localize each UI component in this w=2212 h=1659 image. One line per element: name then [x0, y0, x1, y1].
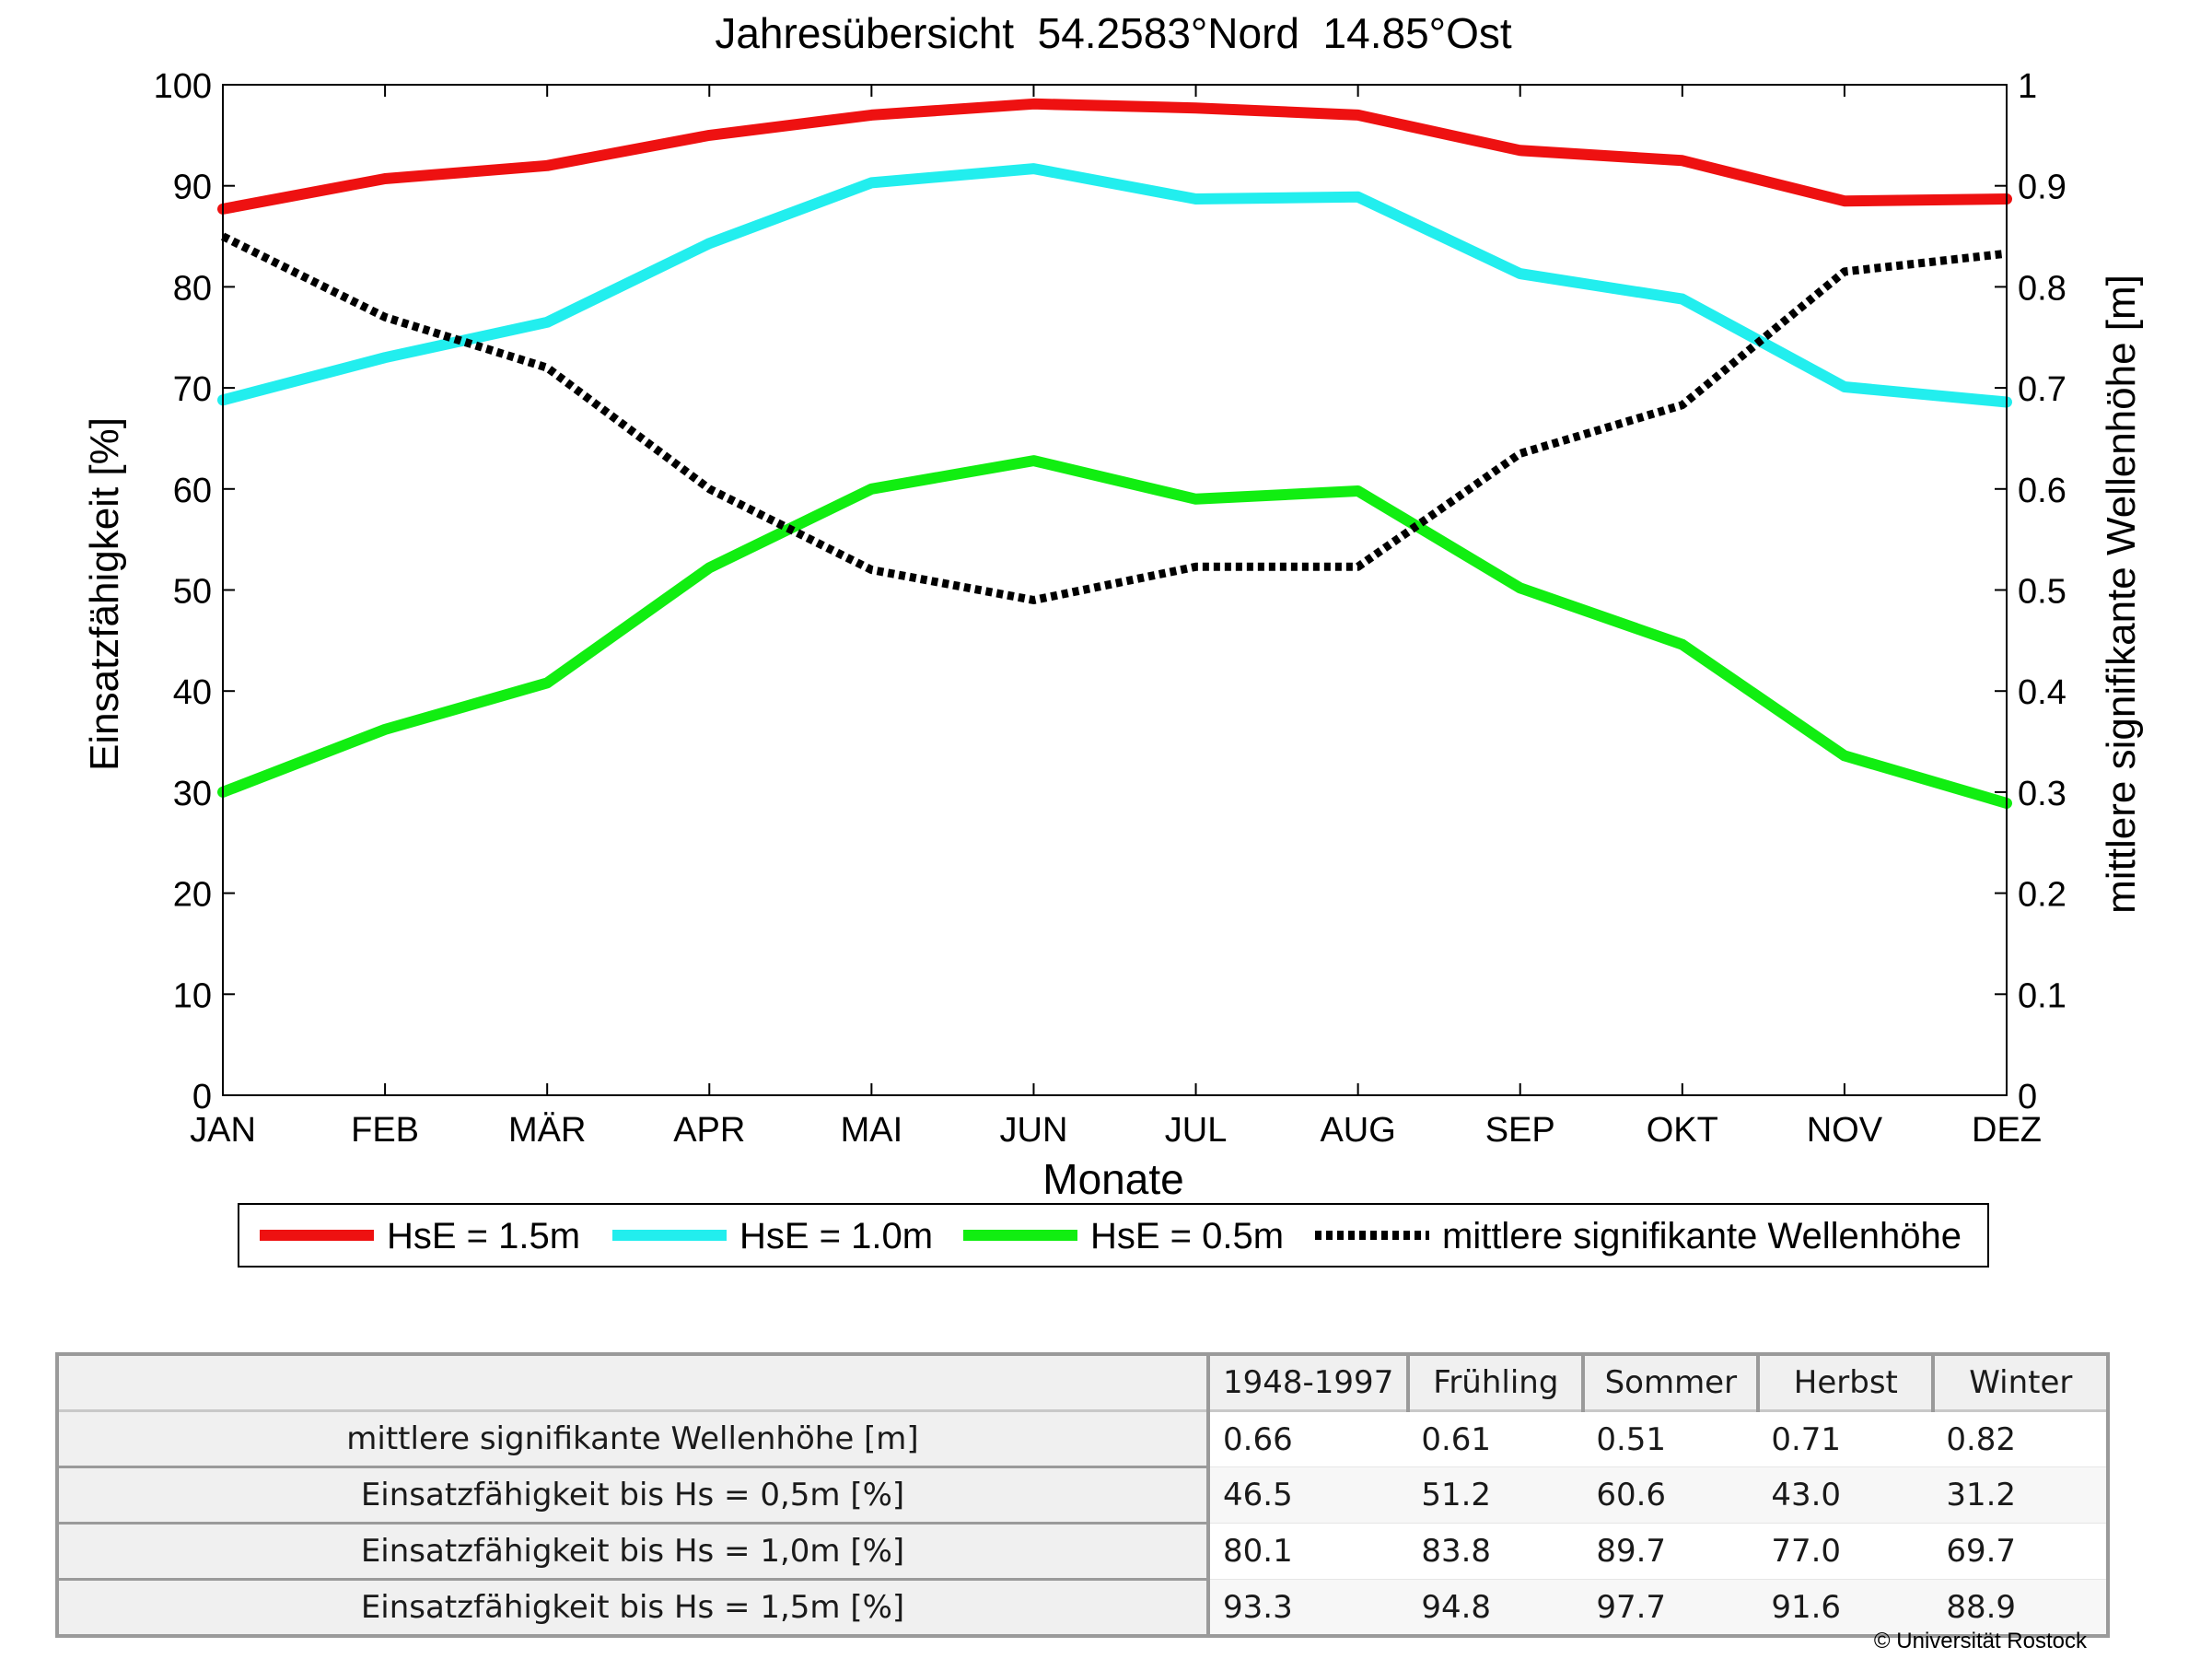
- legend-label: HsE = 1.0m: [739, 1216, 933, 1256]
- table-cell: 0.71: [1758, 1410, 1934, 1467]
- table-cell: 60.6: [1583, 1466, 1759, 1524]
- table-row: Einsatzfähigkeit bis Hs = 1,5m [%] 93.3 …: [57, 1578, 2109, 1636]
- table-cell: 43.0: [1758, 1466, 1934, 1524]
- table-cell: 51.2: [1408, 1466, 1584, 1524]
- x-tick-label: OKT: [1647, 1111, 1718, 1150]
- x-axis-label: Monate: [1042, 1155, 1183, 1203]
- chart-title: Jahresübersicht 54.2583°Nord 14.85°Ost: [715, 9, 1512, 57]
- x-tick-label: FEB: [351, 1111, 419, 1150]
- table-cell: 0.66: [1208, 1410, 1409, 1467]
- table-cell: 31.2: [1933, 1466, 2109, 1524]
- series-line-0: [217, 98, 2012, 215]
- y2-axis-label: mittlere signifikante Wellenhöhe [m]: [2099, 275, 2144, 914]
- table-cell: 0.82: [1933, 1410, 2109, 1467]
- table-cell: 69.7: [1933, 1523, 2109, 1580]
- table-row: Einsatzfähigkeit bis Hs = 0,5m [%] 46.5 …: [57, 1466, 2109, 1524]
- table-row: mittlere signifikante Wellenhöhe [m] 0.6…: [57, 1409, 2109, 1467]
- y2-tick-label: 0.2: [2018, 876, 2066, 915]
- table-cell: 0.51: [1583, 1410, 1759, 1467]
- row-label: mittlere signifikante Wellenhöhe [m]: [57, 1409, 1210, 1467]
- x-tick-label: SEP: [1485, 1111, 1555, 1150]
- y-tick-label: 100: [154, 67, 212, 106]
- legend-label: HsE = 1.5m: [387, 1216, 580, 1256]
- series-line-3: [220, 232, 2008, 604]
- column-header: Sommer: [1581, 1354, 1759, 1412]
- table-cell: 80.1: [1208, 1523, 1409, 1580]
- legend-label: HsE = 0.5m: [1090, 1216, 1284, 1256]
- x-tick-label: MAI: [841, 1111, 903, 1150]
- table-cell: 88.9: [1933, 1579, 2109, 1636]
- y2-tick-label: 0.4: [2018, 673, 2066, 712]
- row-label: Einsatzfähigkeit bis Hs = 1,0m [%]: [57, 1522, 1210, 1580]
- y2-tick-label: 0.6: [2018, 472, 2066, 510]
- column-header: Frühling: [1406, 1354, 1584, 1412]
- y-tick-label: 20: [173, 876, 212, 915]
- legend: HsE = 1.5m HsE = 1.0m HsE = 0.5m mittlere s…: [238, 1203, 1989, 1268]
- table-cell: 77.0: [1758, 1523, 1934, 1580]
- table-cell: 0.61: [1408, 1410, 1584, 1467]
- table-cell: 89.7: [1583, 1523, 1759, 1580]
- table-header-row: 1948-1997 Frühling Sommer Herbst Winter: [57, 1354, 2109, 1412]
- y-tick-label: 90: [173, 169, 212, 207]
- x-tick-label: JUL: [1165, 1111, 1228, 1150]
- table-cell: 46.5: [1208, 1466, 1409, 1524]
- column-header: Herbst: [1756, 1354, 1934, 1412]
- x-tick-label: NOV: [1807, 1111, 1883, 1150]
- x-tick-label: APR: [673, 1111, 745, 1150]
- y-tick-label: 0: [192, 1078, 212, 1116]
- row-label: Einsatzfähigkeit bis Hs = 1,5m [%]: [57, 1578, 1210, 1636]
- y2-tick-label: 0.9: [2018, 169, 2066, 207]
- x-tick-label: JUN: [1000, 1111, 1068, 1150]
- table-cell: 97.7: [1583, 1579, 1759, 1636]
- y2-tick-label: 0: [2018, 1078, 2037, 1116]
- y2-tick-label: 0.1: [2018, 976, 2066, 1015]
- series-line-1: [217, 163, 2012, 408]
- table-cell: 91.6: [1758, 1579, 1934, 1636]
- y-tick-label: 30: [173, 775, 212, 813]
- y-tick-label: 70: [173, 370, 212, 409]
- column-header: Winter: [1931, 1354, 2109, 1412]
- y-tick-label: 50: [173, 573, 212, 612]
- x-tick-label: DEZ: [1972, 1111, 2042, 1150]
- y2-tick-label: 0.7: [2018, 370, 2066, 409]
- column-header: 1948-1997: [1205, 1354, 1409, 1412]
- plot-frame: [222, 84, 2008, 1096]
- statistics-table: 1948-1997 Frühling Sommer Herbst Winter …: [55, 1352, 2111, 1638]
- y2-tick-label: 0.5: [2018, 573, 2066, 612]
- series-line-2: [217, 455, 2012, 809]
- table-corner-cell: [57, 1354, 1209, 1412]
- chart: Jahresübersicht 54.2583°Nord 14.85°Ost E…: [82, 9, 2144, 1268]
- table-cell: 93.3: [1208, 1579, 1409, 1636]
- y2-tick-label: 0.8: [2018, 269, 2066, 308]
- y-tick-label: 10: [173, 976, 212, 1015]
- y-tick-label: 60: [173, 472, 212, 510]
- x-tick-label: AUG: [1320, 1111, 1395, 1150]
- table-row: Einsatzfähigkeit bis Hs = 1,0m [%] 80.1 …: [57, 1522, 2109, 1580]
- y-axis-label: Einsatzfähigkeit [%]: [82, 417, 127, 771]
- legend-box: [238, 1203, 1989, 1268]
- table-cell: 83.8: [1408, 1523, 1584, 1580]
- y2-tick-label: 1: [2018, 67, 2037, 106]
- x-tick-label: MÄR: [508, 1111, 586, 1150]
- y-tick-label: 80: [173, 269, 212, 308]
- row-label: Einsatzfähigkeit bis Hs = 0,5m [%]: [57, 1466, 1210, 1524]
- legend-label: mittlere signifikante Wellenhöhe: [1442, 1216, 1962, 1256]
- table-cell: 94.8: [1408, 1579, 1584, 1636]
- y2-tick-label: 0.3: [2018, 775, 2066, 813]
- copyright-notice: © Universität Rostock: [1873, 1629, 2087, 1653]
- x-tick-label: JAN: [190, 1111, 256, 1150]
- y-tick-label: 40: [173, 673, 212, 712]
